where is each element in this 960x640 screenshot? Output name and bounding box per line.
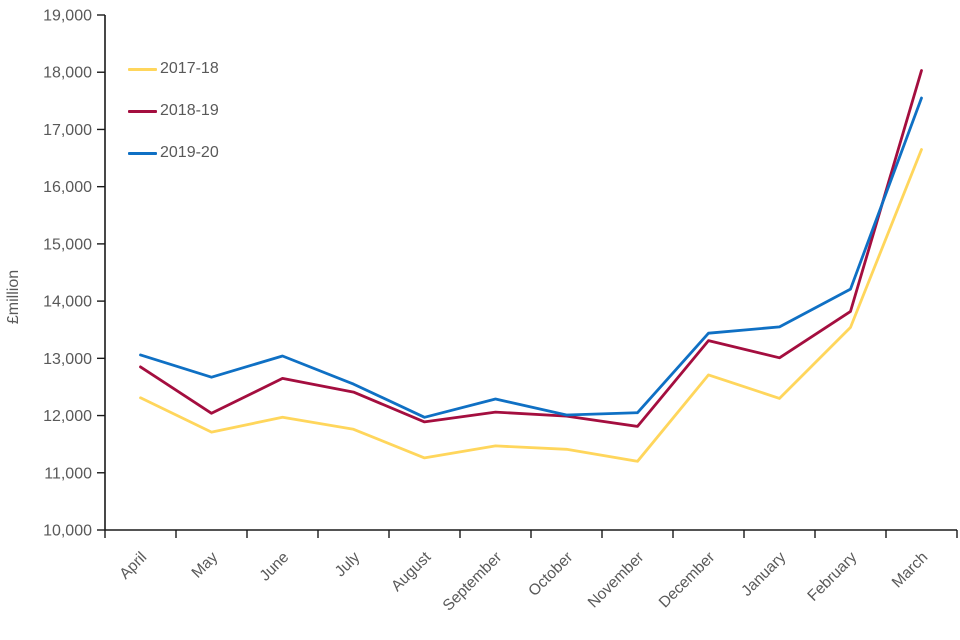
y-tick-label: 18,000: [43, 65, 92, 82]
x-tick-label: April: [116, 549, 150, 583]
x-tick-label: December: [656, 549, 719, 612]
legend-swatch-2018-19: [128, 109, 157, 113]
x-tick-label: February: [804, 549, 860, 605]
series-line-2019-20: [139, 96, 923, 419]
y-tick-label: 17,000: [43, 122, 92, 139]
x-tick-label: August: [388, 548, 435, 595]
y-tick-label: 11,000: [44, 465, 92, 482]
y-axis-tick-labels: 10,000 11,000 12,000 13,000 14,000 15,000 16,0…: [43, 8, 92, 540]
legend-label: 2017-18: [160, 60, 219, 77]
legend-label: 2018-19: [160, 102, 219, 119]
y-tick-label: 13,000: [43, 351, 92, 368]
x-tick-label: July: [332, 549, 364, 581]
y-tick-label: 10,000: [43, 523, 92, 540]
x-tick-label: May: [189, 549, 222, 582]
y-tick-label: 16,000: [43, 179, 92, 196]
series-line-2017-18: [139, 148, 923, 463]
x-tick-label: November: [585, 549, 648, 612]
y-tick-label: 19,000: [43, 8, 92, 25]
legend-row: 2017-18: [128, 57, 219, 81]
x-tick-label: September: [440, 549, 506, 615]
y-tick-label: 15,000: [43, 236, 92, 253]
x-tick-label: October: [525, 549, 576, 600]
legend-swatch-2017-18: [128, 67, 157, 71]
legend: 2017-18 2018-19 2019-20: [128, 57, 219, 165]
y-axis-title: £million: [5, 270, 22, 324]
legend-label: 2019-20: [160, 144, 219, 161]
x-tick-label: March: [889, 549, 931, 591]
series-lines: [139, 69, 923, 463]
legend-row: 2018-19: [128, 99, 219, 123]
x-tick-label: June: [257, 549, 293, 585]
x-axis-tick-labels: April May June July August September October No…: [116, 548, 931, 614]
legend-row: 2019-20: [128, 141, 219, 165]
axis-lines: [104, 15, 957, 531]
legend-swatch-2019-20: [128, 151, 157, 155]
y-tick-label: 14,000: [43, 294, 92, 311]
y-tick-label: 12,000: [43, 408, 92, 425]
series-line-2018-19: [139, 69, 923, 428]
axes: [97, 14, 958, 538]
x-tick-label: January: [738, 549, 789, 600]
